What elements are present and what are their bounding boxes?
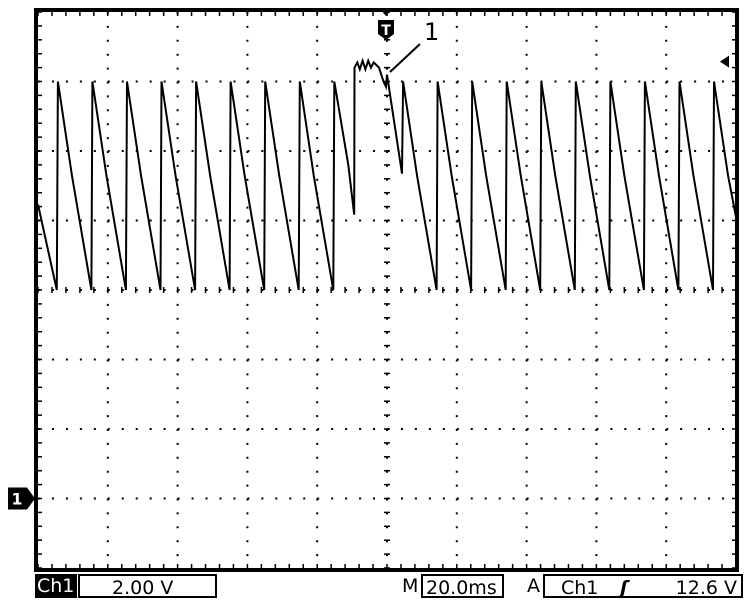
trigger-level-arrow-icon[interactable] bbox=[720, 55, 729, 68]
trigger-marker-label: T bbox=[381, 23, 391, 39]
trigger-settings[interactable]: Ch1 ʃ 12.6 V bbox=[543, 574, 743, 599]
trigger-level: 12.6 V bbox=[675, 577, 737, 599]
channel-marker-label: 1 bbox=[11, 490, 22, 509]
timebase[interactable]: 20.0ms bbox=[421, 574, 504, 599]
volts-per-div[interactable]: 2.00 V bbox=[78, 574, 217, 599]
graticule bbox=[37, 11, 737, 569]
channel-1-trace bbox=[37, 57, 737, 291]
rising-edge-icon: ʃ bbox=[620, 577, 628, 599]
trigger-mode-prefix: A bbox=[527, 575, 540, 597]
annotation-label: 1 bbox=[424, 18, 439, 46]
trigger-position-icon[interactable]: T bbox=[378, 8, 394, 40]
annotation-leader-line bbox=[389, 43, 421, 73]
trigger-source: Ch1 bbox=[561, 577, 599, 599]
channel-label[interactable]: Ch1 bbox=[35, 574, 77, 598]
timebase-prefix: M bbox=[402, 575, 419, 597]
channel-1-ground-marker-icon[interactable]: 1 bbox=[8, 487, 35, 510]
